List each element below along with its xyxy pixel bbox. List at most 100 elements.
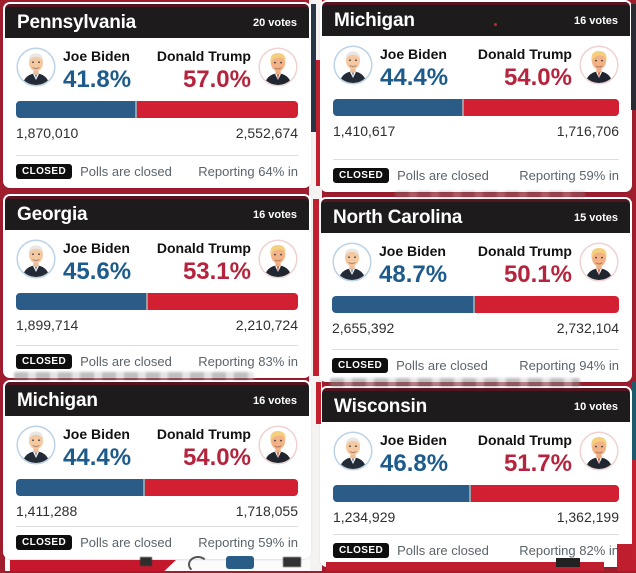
trump-vote-count: 2,210,724: [235, 316, 298, 333]
trump-text: Donald Trump 50.1%: [478, 242, 572, 287]
vote-share-bar: [16, 100, 298, 118]
biden-text: Joe Biden 44.4%: [63, 425, 131, 470]
trump-text: Donald Trump 53.1%: [157, 239, 251, 284]
candidates-row: Joe Biden 44.4% Donald Trump 54.0%: [16, 425, 298, 470]
collage-artifact: [313, 199, 319, 376]
collage-artifact: [326, 562, 604, 571]
biden-candidate: Joe Biden 46.8%: [333, 431, 448, 476]
electoral-votes-label: 10 votes: [573, 400, 618, 413]
biden-name: Joe Biden: [380, 46, 447, 62]
biden-name: Joe Biden: [63, 240, 130, 256]
card-body: Joe Biden 44.4% Donald Trump 54.0%: [322, 36, 630, 190]
bar-divider: [135, 100, 138, 118]
collage-artifact: [10, 560, 176, 571]
polls-status: Polls are closed: [80, 163, 172, 179]
card-footer: CLOSED Polls are closed Reporting 94% in: [332, 349, 619, 380]
collage-artifact: [617, 544, 636, 571]
state-result-card[interactable]: Wisconsin 10 votes: [322, 388, 630, 565]
trump-bar-segment: [470, 484, 619, 502]
trump-text: Donald Trump 54.0%: [157, 425, 251, 470]
reporting-status: Reporting 82% in: [519, 542, 619, 558]
collage-artifact: [226, 556, 254, 569]
collage-artifact: [632, 382, 636, 460]
reporting-status: Reporting 83% in: [198, 353, 298, 369]
state-result-card[interactable]: Georgia 16 votes: [5, 196, 309, 376]
biden-percentage: 45.6%: [63, 257, 132, 285]
trump-text: Donald Trump 51.7%: [478, 431, 572, 476]
biden-text: Joe Biden 45.6%: [63, 239, 131, 284]
biden-name: Joe Biden: [380, 432, 447, 448]
electoral-votes-label: 15 votes: [573, 211, 618, 224]
state-result-card[interactable]: Michigan 16 votes: [322, 2, 630, 190]
reporting-status: Reporting 64% in: [198, 163, 298, 179]
biden-candidate: Joe Biden 44.4%: [333, 45, 448, 90]
candidates-row: Joe Biden 46.8% Donald Trump 51.7%: [333, 431, 619, 476]
trump-avatar-icon: [258, 239, 298, 279]
card-body: Joe Biden 46.8% Donald Trump 51.7%: [322, 422, 630, 565]
state-result-card[interactable]: North Carolina 15 votes: [321, 199, 630, 380]
electoral-votes-label: 20 votes: [252, 16, 297, 29]
trump-vote-count: 1,718,055: [235, 502, 298, 519]
trump-candidate: Donald Trump 54.0%: [478, 45, 619, 90]
biden-vote-count: 1,899,714: [16, 316, 79, 333]
biden-avatar-icon: [333, 45, 373, 85]
biden-bar-segment: [16, 292, 147, 310]
electoral-votes-label: 16 votes: [573, 14, 618, 27]
trump-name: Donald Trump: [477, 432, 572, 448]
collage-artifact: [631, 4, 636, 110]
vote-share-bar: [332, 295, 619, 313]
biden-text: Joe Biden 46.8%: [380, 431, 448, 476]
collage-artifact: [556, 558, 580, 567]
trump-vote-count: 2,552,674: [235, 124, 298, 141]
trump-text: Donald Trump 57.0%: [157, 47, 251, 92]
biden-vote-count: 1,411,288: [16, 502, 78, 519]
biden-candidate: Joe Biden 44.4%: [16, 425, 131, 470]
trump-name: Donald Trump: [477, 243, 572, 259]
state-result-card[interactable]: Michigan 16 votes: [5, 382, 309, 557]
vote-counts-row: 1,410,617 1,716,706: [333, 123, 619, 139]
trump-avatar-icon: [579, 431, 619, 471]
bar-divider: [468, 484, 471, 502]
vote-counts-row: 2,655,392 2,732,104: [332, 320, 619, 336]
trump-name: Donald Trump: [156, 48, 251, 64]
trump-avatar-icon: [579, 45, 619, 85]
biden-avatar-icon: [333, 431, 373, 471]
polls-status: Polls are closed: [397, 542, 489, 558]
collage-artifact: [311, 4, 316, 132]
polls-status: Polls are closed: [80, 353, 172, 369]
state-name: Wisconsin: [334, 395, 428, 417]
trump-percentage: 51.7%: [503, 449, 572, 477]
card-header: Pennsylvania 20 votes: [5, 4, 309, 38]
trump-name: Donald Trump: [477, 46, 572, 62]
trump-bar-segment: [145, 478, 298, 496]
biden-name: Joe Biden: [379, 243, 446, 259]
vote-counts-row: 1,411,288 1,718,055: [16, 503, 298, 519]
polls-status: Polls are closed: [397, 167, 489, 183]
biden-bar-segment: [333, 98, 462, 116]
polls-status: Polls are closed: [80, 534, 172, 550]
biden-name: Joe Biden: [63, 426, 130, 442]
state-result-card[interactable]: Pennsylvania 20 votes: [5, 4, 309, 186]
vote-share-bar: [333, 98, 619, 116]
card-footer: CLOSED Polls are closed Reporting 64% in: [16, 155, 298, 186]
vote-share-bar: [16, 292, 298, 310]
card-header: Michigan 16 votes: [322, 2, 630, 36]
closed-badge: CLOSED: [333, 542, 390, 558]
card-footer: CLOSED Polls are closed Reporting 59% in: [16, 526, 298, 557]
trump-bar-segment: [463, 98, 619, 116]
candidates-row: Joe Biden 41.8% Donald Trump 57.0%: [16, 47, 298, 92]
biden-name: Joe Biden: [63, 48, 130, 64]
biden-percentage: 48.7%: [379, 260, 448, 288]
trump-percentage: 53.1%: [182, 257, 251, 285]
vote-share-bar: [16, 478, 298, 496]
collage-artifact: [188, 556, 208, 573]
biden-vote-count: 1,870,010: [16, 124, 79, 141]
state-name: Georgia: [17, 203, 88, 225]
biden-percentage: 46.8%: [380, 449, 449, 477]
reporting-status: Reporting 94% in: [519, 357, 619, 373]
electoral-votes-label: 16 votes: [252, 394, 297, 407]
card-header: Wisconsin 10 votes: [322, 388, 630, 422]
ghost-text-smudge: [14, 372, 254, 380]
candidates-row: Joe Biden 48.7% Donald Trump 50.1%: [332, 242, 619, 287]
